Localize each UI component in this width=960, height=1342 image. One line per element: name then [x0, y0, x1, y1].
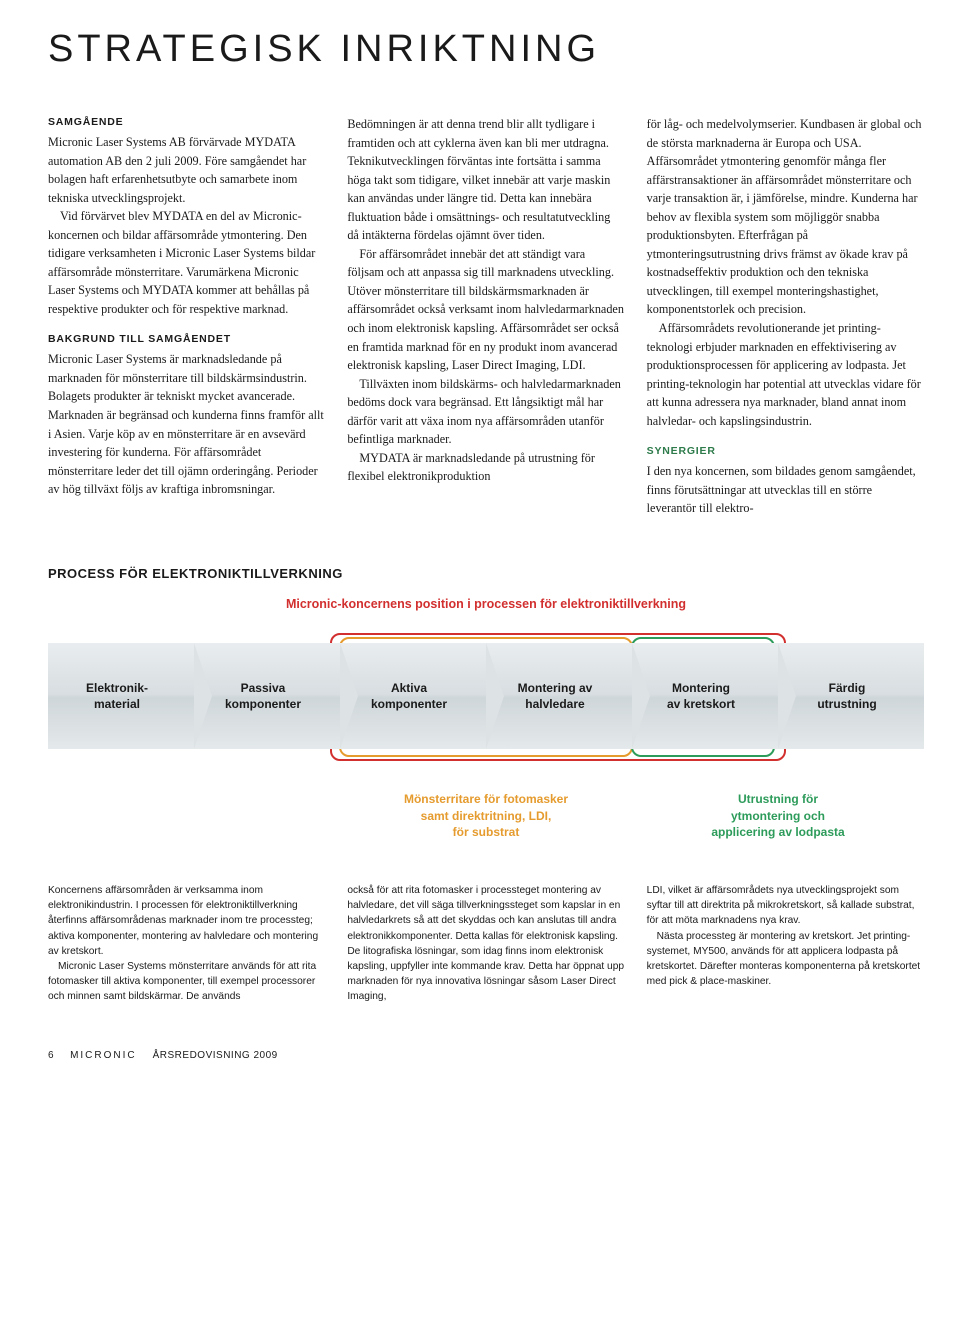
body-text: Bedömningen är att denna trend blir allt…	[347, 115, 624, 245]
subhead-synergier: SYNERGIER	[647, 444, 924, 460]
subhead-bakgrund: BAKGRUND TILL SAMGÅENDET	[48, 332, 325, 348]
column-3: för låg- och medelvolymserier. Kundbasen…	[647, 115, 924, 518]
flow-step: Aktivakomponenter	[340, 643, 486, 749]
body-text: Vid förvärvet blev MYDATA en del av Micr…	[48, 207, 325, 318]
body-text: I den nya koncernen, som bildades genom …	[647, 462, 924, 518]
flow-steps-row: Elektronik-material Passivakomponenter A…	[48, 643, 924, 749]
body-text: LDI, vilket är affärsområdets nya utveck…	[647, 883, 924, 928]
body-text: för låg- och medelvolymserier. Kundbasen…	[647, 115, 924, 319]
lower-col-3: LDI, vilket är affärsområdets nya utveck…	[647, 883, 924, 1004]
diagram-caption: Micronic-koncernens position i processen…	[48, 597, 924, 611]
body-text: Micronic Laser Systems mönsterritare anv…	[48, 959, 325, 1004]
page-title: STRATEGISK INRIKTNING	[48, 28, 924, 71]
page-footer: 6 MICRONIC ÅRSREDOVISNING 2009	[48, 1050, 924, 1061]
body-text: Tillväxten inom bildskärms- och halvleda…	[347, 375, 624, 449]
body-text: också för att rita fotomasker i processt…	[347, 883, 624, 1004]
flow-step: Elektronik-material	[48, 643, 194, 749]
body-text: Nästa processteg är montering av kretsko…	[647, 929, 924, 989]
lower-col-1: Koncernens affärsområden är verksamma in…	[48, 883, 325, 1004]
lower-columns: Koncernens affärsområden är verksamma in…	[48, 883, 924, 1004]
body-text: Koncernens affärsområden är verksamma in…	[48, 883, 325, 958]
body-text: Affärsområdets revolutionerande jet prin…	[647, 319, 924, 430]
document-page: STRATEGISK INRIKTNING SAMGÅENDE Micronic…	[0, 0, 960, 1081]
lower-col-2: också för att rita fotomasker i processt…	[347, 883, 624, 1004]
sublabel-green: Utrustning förytmontering ochapplicering…	[632, 791, 924, 841]
body-text: För affärsområdet innebär det att ständi…	[347, 245, 624, 375]
page-number: 6	[48, 1050, 54, 1061]
body-text: Micronic Laser Systems är marknadsledand…	[48, 350, 325, 498]
body-text: Micronic Laser Systems AB förvärvade MYD…	[48, 133, 325, 207]
column-2: Bedömningen är att denna trend blir allt…	[347, 115, 624, 518]
column-1: SAMGÅENDE Micronic Laser Systems AB förv…	[48, 115, 325, 518]
flow-step: Montering avhalvledare	[486, 643, 632, 749]
flow-step: Monteringav kretskort	[632, 643, 778, 749]
body-columns: SAMGÅENDE Micronic Laser Systems AB förv…	[48, 115, 924, 518]
flow-sublabels: Mönsterritare för fotomaskersamt direktr…	[48, 791, 924, 841]
process-flow-diagram: Elektronik-material Passivakomponenter A…	[48, 633, 924, 761]
process-section-title: PROCESS FÖR ELEKTRONIKTILLVERKNING	[48, 566, 924, 581]
spacer	[48, 791, 340, 841]
subhead-samgaende: SAMGÅENDE	[48, 115, 325, 131]
footer-company: MICRONIC	[70, 1050, 137, 1061]
body-text: MYDATA är marknadsledande på utrustning …	[347, 449, 624, 486]
flow-step: Passivakomponenter	[194, 643, 340, 749]
footer-report: ÅRSREDOVISNING 2009	[153, 1050, 278, 1061]
flow-step: Färdigutrustning	[778, 643, 924, 749]
diagram-caption-text: Micronic-koncernens position i processen…	[286, 597, 686, 611]
sublabel-orange: Mönsterritare för fotomaskersamt direktr…	[340, 791, 632, 841]
